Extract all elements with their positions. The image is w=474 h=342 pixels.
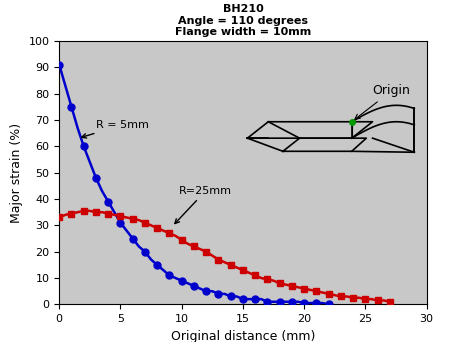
X-axis label: Original distance (mm): Original distance (mm) xyxy=(171,330,315,342)
Text: Origin: Origin xyxy=(355,84,410,119)
Text: R=25mm: R=25mm xyxy=(175,186,232,224)
Title: BH210
Angle = 110 degrees
Flange width = 10mm: BH210 Angle = 110 degrees Flange width =… xyxy=(175,4,311,38)
Text: R = 5mm: R = 5mm xyxy=(82,120,149,138)
Y-axis label: Major strain (%): Major strain (%) xyxy=(10,123,23,223)
